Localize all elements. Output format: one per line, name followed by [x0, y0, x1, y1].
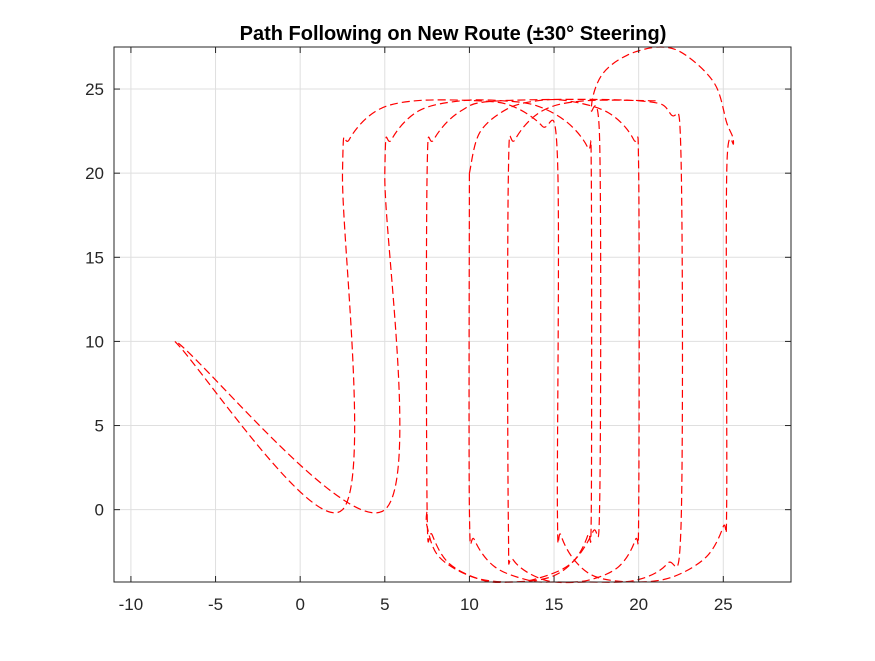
x-tick-label: 5 [380, 595, 389, 614]
grid [114, 47, 791, 582]
y-tick-label: 0 [95, 501, 104, 520]
x-tick-label: 0 [295, 595, 304, 614]
x-tick-label: 20 [629, 595, 648, 614]
y-tick-label: 5 [95, 417, 104, 436]
x-tick-label: 15 [545, 595, 564, 614]
ticks: -10 -5 0 5 10 15 20 25 0 5 10 15 20 25 [85, 47, 791, 614]
path-series-line [174, 46, 735, 584]
data-layer [174, 46, 735, 584]
x-tick-label: -5 [208, 595, 223, 614]
chart-title: Path Following on New Route (±30° Steeri… [240, 23, 667, 45]
path-series-line [468, 98, 640, 583]
y-tick-label: 20 [85, 164, 104, 183]
y-tick-label: 10 [85, 332, 104, 351]
x-tick-label: 10 [460, 595, 479, 614]
y-tick-label: 25 [85, 80, 104, 99]
axes-box [113, 46, 792, 583]
y-tick-label: 15 [85, 248, 104, 267]
x-tick-label: 25 [714, 595, 733, 614]
x-tick-label: -10 [119, 595, 144, 614]
